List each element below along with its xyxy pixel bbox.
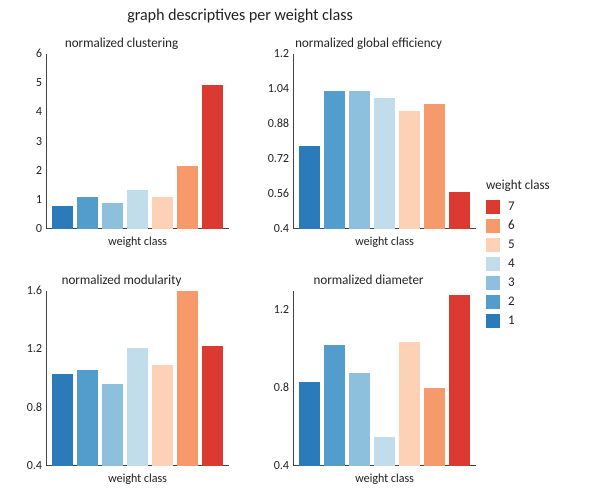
bar (152, 197, 173, 229)
legend-swatch (486, 219, 500, 233)
bar (202, 85, 223, 229)
y-axis: 0.40.560.720.881.041.2 (257, 54, 293, 229)
y-tick: 1 (36, 193, 42, 207)
y-tick: 0.4 (274, 222, 289, 236)
y-tick: 0.88 (268, 117, 289, 131)
legend-item: 1 (486, 313, 594, 328)
y-tick: 4 (36, 105, 42, 119)
legend-swatch (486, 276, 500, 290)
legend-item: 6 (486, 218, 594, 233)
y-tick: 1.6 (27, 284, 42, 298)
bar (374, 437, 395, 466)
y-tick: 0.4 (274, 459, 289, 473)
bar (52, 374, 73, 466)
bar (177, 291, 198, 466)
bar (424, 388, 445, 466)
bar (374, 98, 395, 229)
legend-label: 7 (508, 199, 515, 214)
y-tick: 0.8 (274, 381, 289, 395)
legend-label: 2 (508, 294, 515, 309)
panel-diameter: normalized diameter 0.4 0.8 1.2 weight class (257, 271, 480, 490)
bar (52, 206, 73, 229)
main-title: graph descriptives per weight class (0, 6, 480, 25)
bar (77, 370, 98, 466)
y-tick: 5 (36, 76, 42, 90)
legend-label: 4 (508, 256, 515, 271)
bar (202, 346, 223, 466)
panel-modularity: normalized modularity 0.4 0.8 1.2 1.6 weight … (10, 271, 233, 490)
panel-title: normalized clustering (10, 34, 233, 54)
y-tick: 3 (36, 135, 42, 149)
bar (77, 197, 98, 229)
y-tick: 0 (36, 222, 42, 236)
legend-item: 7 (486, 199, 594, 214)
bars (293, 291, 476, 466)
plot-area (46, 291, 229, 466)
bar (324, 91, 345, 229)
figure: graph descriptives per weight class norm… (0, 0, 600, 500)
x-label: weight class (293, 235, 476, 249)
legend-swatch (486, 314, 500, 328)
legend-label: 6 (508, 218, 515, 233)
bar (299, 382, 320, 466)
y-tick: 1.2 (274, 303, 289, 317)
panels-grid: normalized clustering 0 1 2 3 4 5 6 weight class… (10, 34, 480, 490)
plot-area (293, 54, 476, 229)
y-tick: 0.56 (268, 187, 289, 201)
bar (127, 190, 148, 229)
bar (399, 342, 420, 466)
panel-title: normalized global efficiency (257, 34, 480, 54)
legend-swatch (486, 238, 500, 252)
y-tick: 0.72 (268, 152, 289, 166)
bars (293, 54, 476, 229)
legend-item: 4 (486, 256, 594, 271)
legend-item: 5 (486, 237, 594, 252)
legend-swatch (486, 200, 500, 214)
y-axis: 0123456 (10, 54, 46, 229)
bar (102, 384, 123, 466)
legend: weight class 7 6 5 4 3 2 1 (486, 178, 594, 332)
y-tick: 2 (36, 164, 42, 178)
bar (399, 111, 420, 229)
bar (349, 91, 370, 229)
panel-title: normalized modularity (10, 271, 233, 291)
bar (102, 203, 123, 229)
x-label: weight class (46, 472, 229, 486)
y-tick: 6 (36, 47, 42, 61)
bar (177, 166, 198, 229)
legend-swatch (486, 257, 500, 271)
bar (449, 192, 470, 229)
panel-title: normalized diameter (257, 271, 480, 291)
legend-swatch (486, 295, 500, 309)
y-tick: 0.4 (27, 459, 42, 473)
y-tick: 1.2 (27, 342, 42, 356)
panel-global_eff: normalized global efficiency 0.4 0.56 0.72 0… (257, 34, 480, 253)
bar (424, 104, 445, 229)
legend-label: 3 (508, 275, 515, 290)
legend-title: weight class (486, 178, 594, 193)
bar (299, 146, 320, 229)
bar (349, 373, 370, 466)
x-label: weight class (293, 472, 476, 486)
bar (449, 295, 470, 466)
y-axis: 0.40.81.2 (257, 291, 293, 466)
plot-area (46, 54, 229, 229)
bar (127, 348, 148, 466)
y-axis: 0.40.81.21.6 (10, 291, 46, 466)
bars (46, 54, 229, 229)
legend-item: 2 (486, 294, 594, 309)
legend-item: 3 (486, 275, 594, 290)
panel-clustering: normalized clustering 0 1 2 3 4 5 6 weight class (10, 34, 233, 253)
legend-label: 5 (508, 237, 515, 252)
y-tick: 0.8 (27, 401, 42, 415)
bar (324, 345, 345, 466)
plot-area (293, 291, 476, 466)
legend-label: 1 (508, 313, 515, 328)
bar (152, 365, 173, 466)
y-tick: 1.04 (268, 82, 289, 96)
bars (46, 291, 229, 466)
x-label: weight class (46, 235, 229, 249)
y-tick: 1.2 (274, 47, 289, 61)
